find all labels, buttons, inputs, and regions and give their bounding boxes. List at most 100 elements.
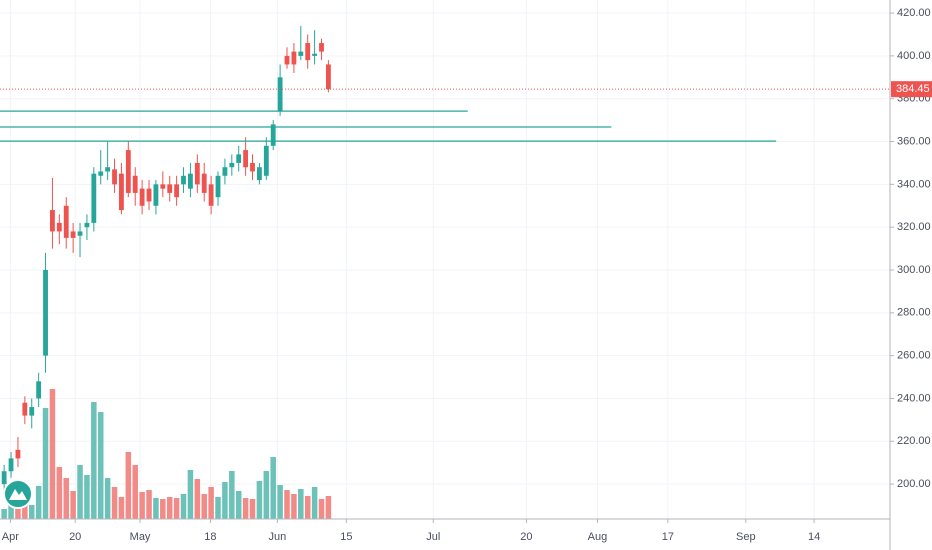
volume-bar bbox=[173, 498, 180, 519]
candle-body bbox=[229, 162, 235, 168]
candle-body bbox=[105, 167, 111, 172]
candle-body bbox=[215, 175, 221, 198]
logo-icon[interactable] bbox=[9, 489, 27, 500]
y-tick-label: 260.00 bbox=[897, 350, 931, 362]
volume-bar bbox=[166, 497, 173, 519]
volume-bar bbox=[242, 498, 249, 519]
y-tick-label: 200.00 bbox=[897, 478, 931, 490]
x-tick-label: Jul bbox=[426, 531, 440, 543]
volume-bar bbox=[263, 471, 270, 519]
candle-body bbox=[174, 184, 180, 198]
candle-body bbox=[181, 175, 186, 185]
volume-bar bbox=[42, 408, 49, 519]
y-tick-label: 280.00 bbox=[897, 307, 931, 319]
volume-bar bbox=[325, 496, 332, 519]
volume-bar bbox=[270, 457, 276, 519]
candle-body bbox=[319, 43, 324, 52]
candle-body bbox=[284, 55, 290, 65]
candle-body bbox=[243, 150, 249, 168]
y-tick-label: 400.00 bbox=[897, 50, 931, 62]
volume-bar bbox=[256, 481, 263, 519]
x-tick-label: Sep bbox=[736, 531, 756, 543]
volume-bar bbox=[291, 494, 297, 519]
last-price-label: 384.45 bbox=[896, 83, 930, 95]
candle-body bbox=[22, 402, 28, 416]
candle-body bbox=[70, 231, 76, 238]
candle-body bbox=[153, 184, 159, 206]
x-tick-label: May bbox=[130, 531, 151, 543]
volume-bar bbox=[180, 494, 187, 519]
volume-bar bbox=[139, 492, 145, 519]
candle-body bbox=[305, 43, 311, 61]
x-tick-label: Apr bbox=[2, 531, 19, 543]
volume-bar bbox=[187, 470, 194, 519]
candle-body bbox=[194, 162, 200, 185]
candle-body bbox=[146, 188, 152, 202]
volume-bar bbox=[284, 490, 290, 519]
candle-body bbox=[160, 184, 166, 189]
volume-bar bbox=[201, 494, 207, 519]
candle-body bbox=[312, 53, 318, 56]
candle-body bbox=[263, 145, 269, 176]
candle-body bbox=[291, 51, 297, 65]
candle-body bbox=[270, 124, 276, 146]
candle-body bbox=[63, 205, 69, 238]
candle-body bbox=[222, 167, 228, 176]
candle-body bbox=[298, 51, 304, 56]
y-tick-label: 300.00 bbox=[897, 264, 931, 276]
candle-body bbox=[167, 184, 173, 193]
volume-bar bbox=[235, 491, 242, 519]
x-tick-label: Aug bbox=[588, 531, 608, 543]
volume-bar bbox=[215, 497, 221, 519]
volume-bar bbox=[28, 505, 35, 519]
x-tick-label: 20 bbox=[69, 531, 81, 543]
volume-bar bbox=[84, 475, 90, 519]
candle-body bbox=[256, 167, 262, 181]
marks bbox=[0, 25, 890, 519]
volume-bar bbox=[318, 499, 325, 519]
volume-bar bbox=[111, 487, 118, 519]
candle-body bbox=[29, 407, 35, 416]
candle-body bbox=[15, 449, 21, 459]
candle-body bbox=[119, 173, 124, 211]
volume-bar bbox=[97, 412, 104, 519]
y-tick-label: 320.00 bbox=[897, 221, 931, 233]
x-tick-label: Jun bbox=[268, 531, 286, 543]
volume-bar bbox=[146, 490, 152, 519]
volume-bar bbox=[277, 485, 283, 519]
volume-bar bbox=[8, 501, 14, 519]
logo[interactable] bbox=[3, 479, 33, 509]
y-tick-label: 360.00 bbox=[897, 135, 931, 147]
volume-bar bbox=[132, 465, 138, 519]
volume-bar bbox=[35, 486, 42, 519]
candle-body bbox=[98, 171, 104, 176]
y-tick-label: 220.00 bbox=[897, 435, 931, 447]
candle-body bbox=[77, 231, 83, 236]
candle-body bbox=[43, 269, 48, 356]
volume-bar bbox=[1, 509, 7, 519]
x-tick-label: 14 bbox=[808, 531, 820, 543]
volume-bar bbox=[304, 496, 311, 519]
candle-body bbox=[84, 222, 90, 228]
volume-bar bbox=[104, 478, 111, 519]
volume-bar bbox=[208, 487, 214, 519]
y-tick-label: 240.00 bbox=[897, 392, 931, 404]
y-tick-label: 340.00 bbox=[897, 178, 931, 190]
volume-bar bbox=[222, 482, 228, 519]
y-tick-label: 420.00 bbox=[897, 7, 931, 19]
volume-bar bbox=[160, 499, 166, 519]
x-tick-label: 20 bbox=[520, 531, 532, 543]
volume-bar bbox=[229, 471, 235, 519]
volume-bar bbox=[194, 479, 201, 519]
candle-body bbox=[132, 175, 138, 193]
volume-bar bbox=[22, 497, 28, 519]
candle-body bbox=[139, 188, 145, 206]
candle-body bbox=[1, 471, 7, 485]
candle-body bbox=[277, 77, 283, 112]
volume-bar bbox=[15, 499, 21, 519]
candle-body bbox=[325, 64, 331, 90]
volume-bar bbox=[298, 489, 304, 519]
volume-bar bbox=[153, 498, 159, 519]
last-price-box bbox=[891, 81, 932, 98]
